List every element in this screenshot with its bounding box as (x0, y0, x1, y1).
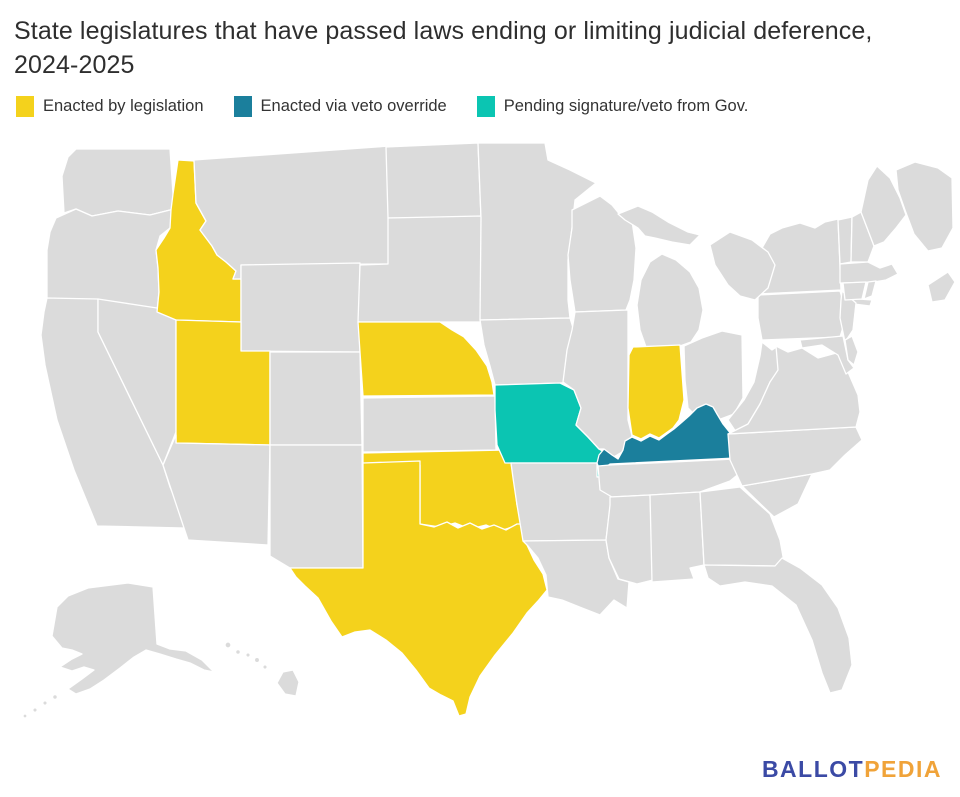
state-colorado[interactable] (269, 351, 363, 446)
state-maryland[interactable] (799, 335, 855, 375)
legend: Enacted by legislation Enacted via veto … (16, 96, 748, 117)
page-title: State legislatures that have passed laws… (14, 17, 873, 79)
canada-northeast (895, 161, 954, 252)
state-hawaii[interactable] (276, 669, 300, 697)
state-kentucky[interactable] (596, 403, 740, 472)
state-delaware[interactable] (844, 335, 859, 366)
state-connecticut[interactable] (842, 281, 867, 301)
state-new-mexico[interactable] (269, 444, 364, 569)
state-virginia[interactable] (727, 345, 861, 435)
state-hawaii[interactable] (224, 641, 232, 649)
legend-swatch-yellow (16, 96, 34, 117)
state-pennsylvania[interactable] (757, 290, 848, 341)
legend-label: Pending signature/veto from Gov. (503, 97, 749, 115)
ballotpedia-logo[interactable]: BALLOTPEDIA (762, 756, 942, 783)
logo-text-pedia: PEDIA (864, 756, 942, 782)
state-hawaii[interactable] (253, 656, 261, 664)
state-north-dakota[interactable] (385, 142, 482, 219)
state-alabama[interactable] (649, 491, 705, 583)
state-montana[interactable] (193, 145, 392, 280)
state-massachusetts[interactable] (839, 261, 899, 284)
state-alaska[interactable] (51, 582, 215, 695)
state-texas[interactable] (289, 460, 548, 717)
legend-swatch-teal (476, 96, 495, 117)
state-nebraska[interactable] (357, 321, 495, 397)
alaska-aleutian-island (22, 713, 28, 719)
state-michigan[interactable] (636, 253, 704, 348)
state-hawaii[interactable] (245, 652, 251, 658)
state-hawaii[interactable] (234, 648, 242, 656)
states-layer (22, 142, 956, 719)
alaska-aleutian-island (42, 700, 48, 706)
state-illinois[interactable] (562, 309, 633, 459)
legend-label: Enacted by legislation (43, 97, 204, 115)
state-kansas[interactable] (362, 395, 497, 453)
state-wyoming[interactable] (240, 262, 361, 353)
state-wisconsin[interactable] (567, 195, 637, 313)
state-michigan[interactable] (617, 205, 701, 246)
alaska-aleutian-island (51, 693, 59, 701)
state-indiana[interactable] (627, 344, 685, 440)
logo-text-ballot: BALLOT (761, 756, 865, 782)
legend-item-veto-override: Enacted via veto override (233, 96, 447, 117)
state-north-carolina[interactable] (727, 426, 863, 487)
state-vermont[interactable] (837, 216, 853, 265)
state-new-hampshire[interactable] (850, 211, 875, 263)
state-maine[interactable] (860, 165, 907, 247)
state-tennessee[interactable] (597, 458, 747, 498)
state-hawaii[interactable] (262, 664, 268, 670)
canada-nova-scotia (927, 271, 956, 303)
legend-label: Enacted via veto override (260, 97, 447, 115)
legend-item-enacted-legislation: Enacted by legislation (16, 96, 204, 117)
legend-swatch-dark-teal (233, 96, 252, 117)
canada-ontario (709, 231, 776, 301)
state-rhode-island[interactable] (863, 280, 877, 300)
legend-item-pending: Pending signature/veto from Gov. (476, 96, 749, 117)
state-washington[interactable] (61, 148, 175, 217)
state-florida[interactable] (703, 557, 853, 694)
alaska-aleutian-island (32, 707, 38, 713)
state-oregon[interactable] (46, 208, 175, 313)
